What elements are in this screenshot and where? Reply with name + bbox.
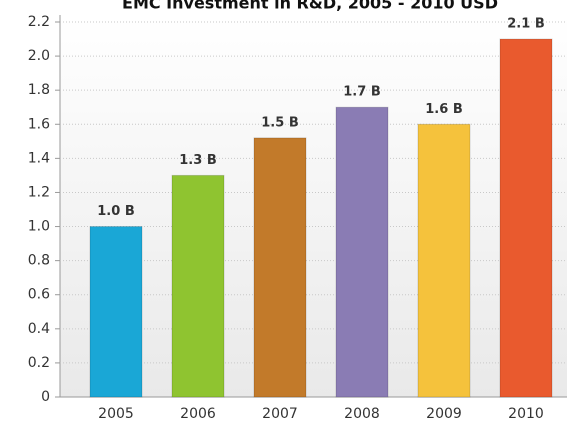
x-tick-label: 2007 [262,406,298,422]
data-label: 1.5 B [261,115,298,130]
y-tick-label: 0.2 [28,355,50,371]
y-tick-label: 2.0 [28,48,50,64]
data-label: 1.7 B [343,85,380,100]
y-tick-label: 0 [41,389,50,405]
x-tick-label: 2008 [344,406,380,422]
bar [499,38,553,398]
bar [417,123,471,398]
bar [171,174,225,398]
data-label: 1.3 B [179,153,216,168]
y-tick-label: 1.4 [28,150,50,166]
y-tick-label: 1.8 [28,82,50,98]
y-tick-label: 1.2 [28,184,50,200]
y-tick-label: 1.0 [28,219,50,235]
chart-title: EMC Investment in R&D, 2005 - 2010 USD [122,0,498,13]
y-tick-label: 1.6 [28,116,50,132]
y-tick-label: 2.2 [28,14,50,30]
bar [89,226,143,398]
y-tick-label: 0.4 [28,321,50,337]
y-tick-label: 0.8 [28,253,50,269]
data-label: 1.6 B [425,102,462,117]
plot-background [60,15,567,397]
x-tick-label: 2006 [180,406,216,422]
y-tick-label: 0.6 [28,287,50,303]
data-label: 2.1 B [507,17,544,32]
x-tick-label: 2010 [508,406,544,422]
bar [335,106,389,398]
data-label: 1.0 B [97,204,134,219]
x-tick-label: 2009 [426,406,462,422]
x-tick-label: 2005 [98,406,134,422]
bar [253,137,307,398]
